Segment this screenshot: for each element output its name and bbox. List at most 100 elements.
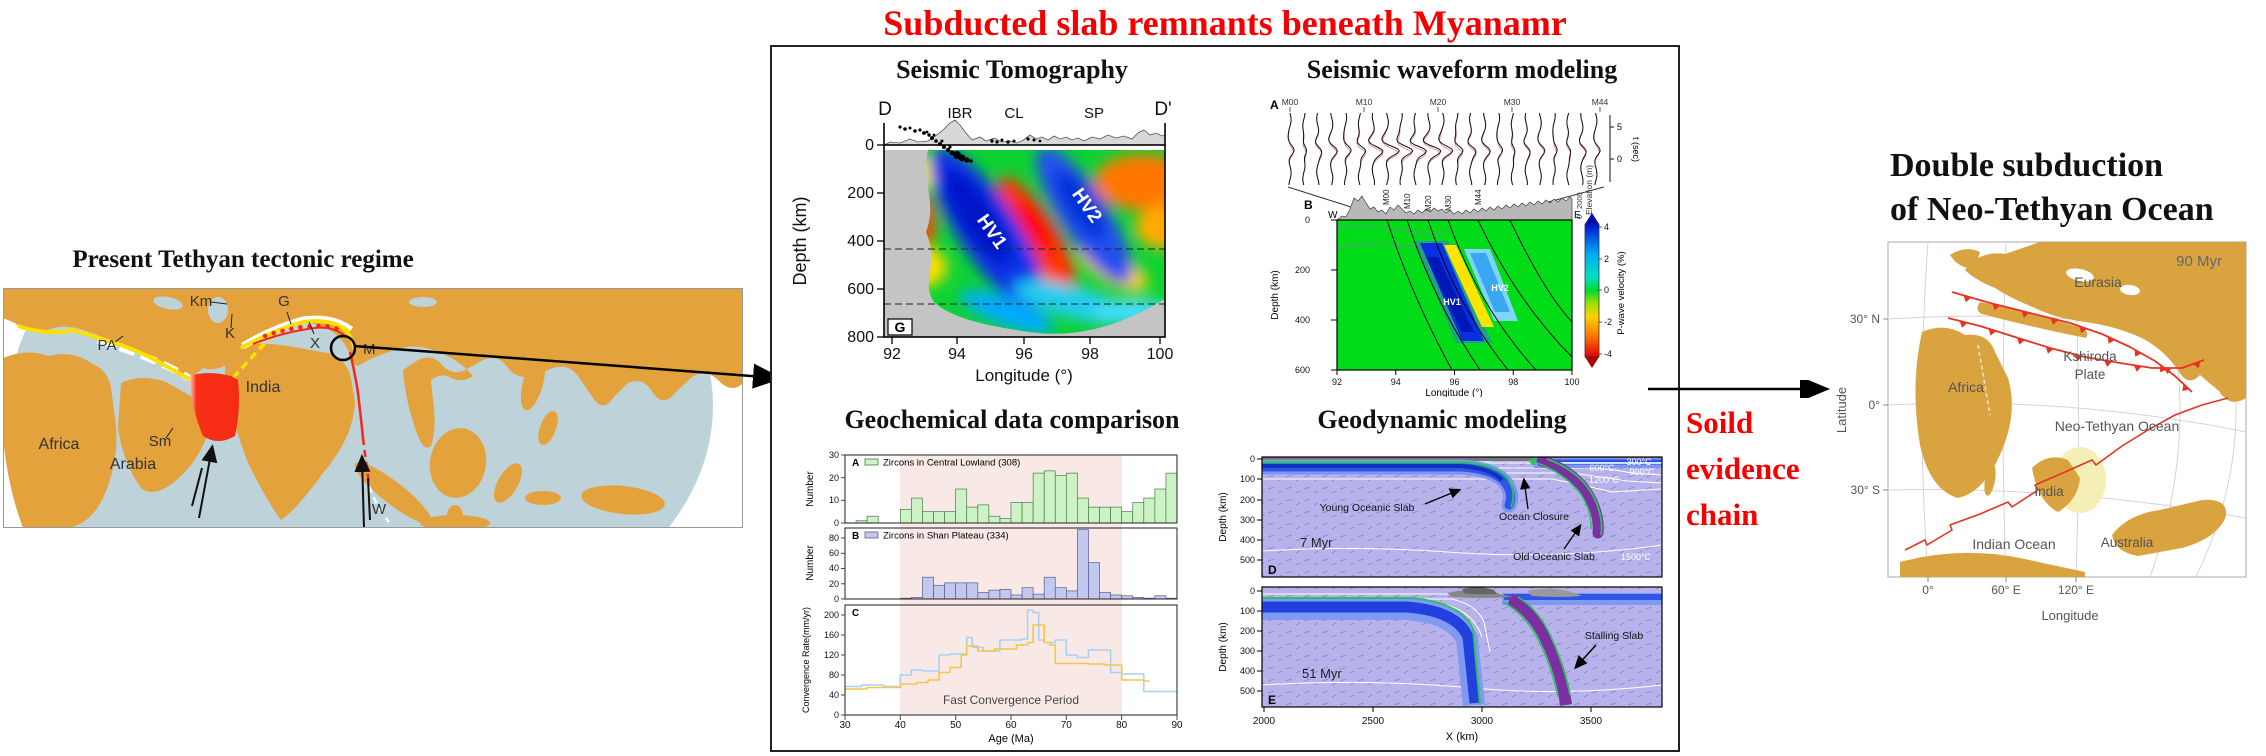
tomo-ylabel: Depth (km) bbox=[790, 196, 810, 285]
right-map-xlabel: Longitude bbox=[2041, 608, 2098, 623]
temp-900: 900°C bbox=[1629, 467, 1655, 477]
panel-letter-b: B bbox=[1304, 198, 1313, 212]
elevation-axis: 0 2000 Elevation (m) bbox=[1575, 165, 1594, 219]
no-data-mask bbox=[884, 150, 1165, 337]
label-arabia: Arabia bbox=[110, 456, 156, 473]
convergence-lines bbox=[845, 609, 1177, 693]
inland-seas-right bbox=[2066, 268, 2140, 296]
svg-text:160: 160 bbox=[824, 630, 839, 640]
svg-text:0: 0 bbox=[1575, 215, 1584, 219]
label-sp: SP bbox=[1084, 105, 1104, 122]
svg-text:200: 200 bbox=[824, 610, 839, 620]
svg-text:M10: M10 bbox=[1403, 193, 1412, 209]
svg-text:40: 40 bbox=[829, 690, 839, 700]
right-map-labels: Eurasia Kshiroda Plate Africa Neo-Tethya… bbox=[1948, 274, 2179, 552]
label-kshiroda-plate: Plate bbox=[2075, 367, 2106, 382]
svg-text:M30: M30 bbox=[1504, 97, 1521, 107]
tomo-xtick: 94 bbox=[948, 346, 966, 363]
svg-text:Elevation (m): Elevation (m) bbox=[1584, 165, 1594, 215]
tomo-ytick: 800 bbox=[847, 329, 874, 346]
waveform-traces bbox=[1287, 112, 1601, 186]
svg-text:40: 40 bbox=[895, 720, 907, 731]
legend-shan-plateau: Zircons in Shan Plateau (334) bbox=[883, 531, 1009, 542]
tomography-plot: D D' IBR CL SP 0 200 400 600 800 bbox=[790, 99, 1173, 385]
svg-text:2000: 2000 bbox=[1575, 192, 1584, 209]
time-axis: 5 0 t (sec) bbox=[1609, 115, 1641, 182]
tomo-xlabel: Longitude (°) bbox=[975, 366, 1073, 385]
ocean-closure-label: Ocean Closure bbox=[1499, 511, 1569, 523]
label-india: India bbox=[246, 379, 281, 396]
svg-text:M00: M00 bbox=[1282, 97, 1299, 107]
solid-evidence-chain-text: Soild evidence chain bbox=[1686, 400, 1846, 538]
right-title-line1: Double subduction bbox=[1890, 147, 2164, 184]
svg-text:0: 0 bbox=[1305, 215, 1310, 225]
label-australia: Australia bbox=[2101, 535, 2154, 550]
colorbar: 4 2 0 -2 -4 P-wave velocity (%) bbox=[1584, 213, 1627, 368]
geodynamic-title: Geodynamic modeling bbox=[1317, 405, 1567, 434]
africa-landmass bbox=[3, 352, 117, 528]
center-panel-title: Subducted slab remnants beneath Myanamr bbox=[883, 3, 1567, 43]
model-7myr: 300°C 600°C 900°C 1200°C 1500°C Young Oc… bbox=[1262, 457, 1662, 577]
elevation-profile bbox=[1336, 195, 1573, 221]
tomo-ytick: 600 bbox=[847, 281, 874, 298]
strike-slip-faults bbox=[191, 444, 371, 528]
india-landmass bbox=[225, 343, 355, 520]
label-pa: PA bbox=[98, 337, 117, 354]
temp-1500: 1500°C bbox=[1621, 552, 1652, 562]
svg-text:60: 60 bbox=[1005, 720, 1017, 731]
fast-convergence-label: Fast Convergence Period bbox=[943, 693, 1079, 707]
svg-text:0: 0 bbox=[834, 518, 839, 528]
landmasses bbox=[3, 288, 743, 528]
svg-text:94: 94 bbox=[1391, 377, 1401, 387]
tomo-ytick: 0 bbox=[865, 137, 874, 154]
topography-profile bbox=[883, 119, 1166, 146]
left-panel-title: Present Tethyan tectonic regime bbox=[72, 246, 414, 273]
label-x: X bbox=[310, 335, 320, 352]
svg-text:500: 500 bbox=[1240, 555, 1255, 565]
svg-text:2500: 2500 bbox=[1362, 716, 1385, 727]
svg-text:M30: M30 bbox=[1444, 195, 1453, 211]
svg-text:500: 500 bbox=[1240, 686, 1255, 696]
geodyn-yticks-d: 0 100 200 300 400 500 bbox=[1240, 454, 1255, 565]
ylabel-number-a: Number bbox=[805, 471, 816, 507]
svg-text:30° N: 30° N bbox=[1850, 312, 1880, 326]
geochem-xlabel: Age (Ma) bbox=[988, 733, 1033, 745]
age-51myr: 51 Myr bbox=[1302, 666, 1342, 681]
label-km: Km bbox=[190, 293, 213, 310]
svg-text:30: 30 bbox=[839, 720, 851, 731]
svg-text:120: 120 bbox=[824, 650, 839, 660]
svg-text:0°: 0° bbox=[1922, 583, 1934, 597]
label-ibr: IBR bbox=[947, 105, 972, 122]
svg-text:30° S: 30° S bbox=[1851, 483, 1880, 497]
svg-text:100: 100 bbox=[1240, 474, 1255, 484]
svg-text:400: 400 bbox=[1240, 666, 1255, 676]
svg-text:0: 0 bbox=[1250, 454, 1255, 464]
trace-station-labels: M00 M10 M20 M30 M44 bbox=[1282, 97, 1609, 107]
section-d-prime: D' bbox=[1154, 99, 1171, 120]
svg-text:0: 0 bbox=[1250, 586, 1255, 596]
seismicity-dots bbox=[898, 125, 1042, 163]
geodyn-xlabel: X (km) bbox=[1446, 731, 1478, 743]
panel-letter-gb: B bbox=[852, 531, 859, 542]
subduction-boundaries bbox=[1904, 291, 2229, 551]
histogram-central-lowland bbox=[855, 470, 1178, 524]
svg-text:300: 300 bbox=[1240, 646, 1255, 656]
east-label: E bbox=[1574, 210, 1581, 221]
west-label: W bbox=[1328, 210, 1338, 221]
svg-text:-2: -2 bbox=[1604, 317, 1612, 327]
wave-ylabel: Depth (km) bbox=[1270, 270, 1281, 319]
microcontinent-strip bbox=[1977, 302, 2088, 338]
svg-text:M20: M20 bbox=[1424, 195, 1433, 211]
svg-text:0°: 0° bbox=[1869, 398, 1881, 412]
svg-text:20: 20 bbox=[829, 579, 839, 589]
svg-text:M44: M44 bbox=[1474, 189, 1483, 205]
ylabel-convergence: Convergence Rate(mm/yr) bbox=[801, 607, 811, 713]
time-tick-0: 0 bbox=[1617, 154, 1622, 164]
geodyn-ylabel-d: Depth (km) bbox=[1218, 492, 1229, 541]
svg-text:300: 300 bbox=[1240, 515, 1255, 525]
tomo-ytick: 200 bbox=[847, 185, 874, 202]
tomo-xtick: 96 bbox=[1015, 346, 1033, 363]
panel-letter-gc: C bbox=[852, 608, 859, 619]
svg-text:120° E: 120° E bbox=[2058, 583, 2094, 597]
eurasia-landmass bbox=[1965, 242, 2246, 402]
